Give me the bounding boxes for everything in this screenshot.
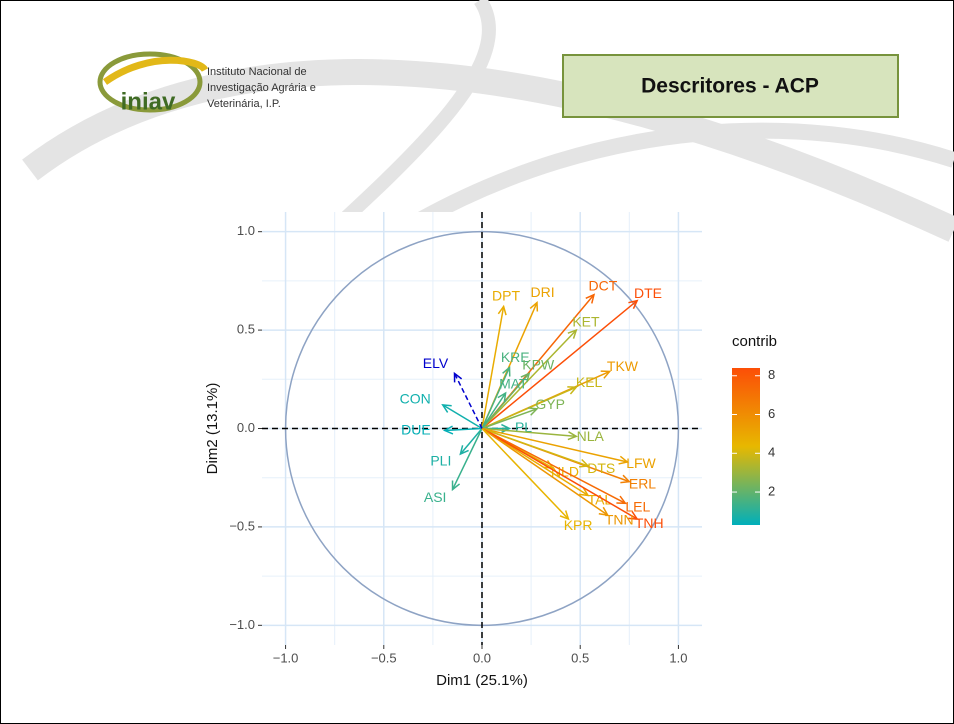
arrow-label: DTS: [587, 460, 615, 476]
colorbar-label: 6: [768, 406, 775, 421]
arrow-label: DTE: [634, 285, 662, 301]
logo-word: iniav: [121, 88, 176, 115]
arrow-label: DUE: [401, 422, 431, 438]
arrow-label: LFW: [626, 455, 656, 471]
logo-line: Investigação Agrária e: [207, 82, 316, 94]
arrow-label: ELV: [423, 355, 449, 371]
arrow-label: ASI: [424, 489, 447, 505]
colorbar-label: 8: [768, 367, 775, 382]
y-tick-label: −1.0: [229, 617, 255, 632]
x-tick-label: 1.0: [669, 650, 687, 665]
arrow-label: KEL: [576, 374, 603, 390]
arrow-label: DCT: [589, 278, 618, 294]
colorbar-label: 4: [768, 445, 775, 460]
colorbar-label: 2: [768, 483, 775, 498]
y-tick-label: 0.5: [237, 322, 255, 337]
y-tick-label: 1.0: [237, 223, 255, 238]
arrow-label: KPR: [564, 517, 593, 533]
x-tick-label: −0.5: [371, 650, 397, 665]
arrow-label: PLI: [430, 452, 451, 468]
arrow-label: ERL: [629, 476, 656, 492]
arrow-label: KET: [572, 314, 600, 330]
logo-line: Veterinária, I.P.: [207, 98, 281, 110]
arrow-label: DPT: [492, 287, 520, 303]
colorbar: [732, 368, 760, 525]
arrow-label: TKW: [607, 358, 639, 374]
arrow-label: DRI: [531, 284, 555, 300]
y-tick-label: −0.5: [229, 518, 255, 533]
x-tick-label: 0.0: [473, 650, 491, 665]
y-tick-label: 0.0: [237, 420, 255, 435]
arrow-label: TNH: [635, 515, 664, 531]
legend-title: contrib: [732, 333, 777, 350]
x-tick-label: −1.0: [273, 650, 299, 665]
logo-line: Instituto Nacional de: [207, 66, 307, 78]
arrow-label: TNN: [605, 511, 634, 527]
plot: −1.0 −0.5 0.0 0.5 1.0 −1.0 −0.5 0.0 0.5 1.0 DCT DTE…: [204, 212, 777, 689]
y-axis-title: Dim2 (13.1%): [204, 383, 221, 475]
slide: iniav Instituto Nacional de Investigação…: [0, 0, 954, 724]
x-axis-title: Dim1 (25.1%): [436, 672, 528, 689]
slide-title: Descritores - ACP: [641, 75, 819, 98]
x-tick-label: 0.5: [571, 650, 589, 665]
arrow-label: CON: [400, 390, 431, 406]
arrow-label: GYP: [535, 396, 565, 412]
arrow-label: MAT: [499, 375, 528, 391]
arrow-label: NLA: [577, 428, 605, 444]
arrow-label: KPW: [522, 356, 555, 372]
